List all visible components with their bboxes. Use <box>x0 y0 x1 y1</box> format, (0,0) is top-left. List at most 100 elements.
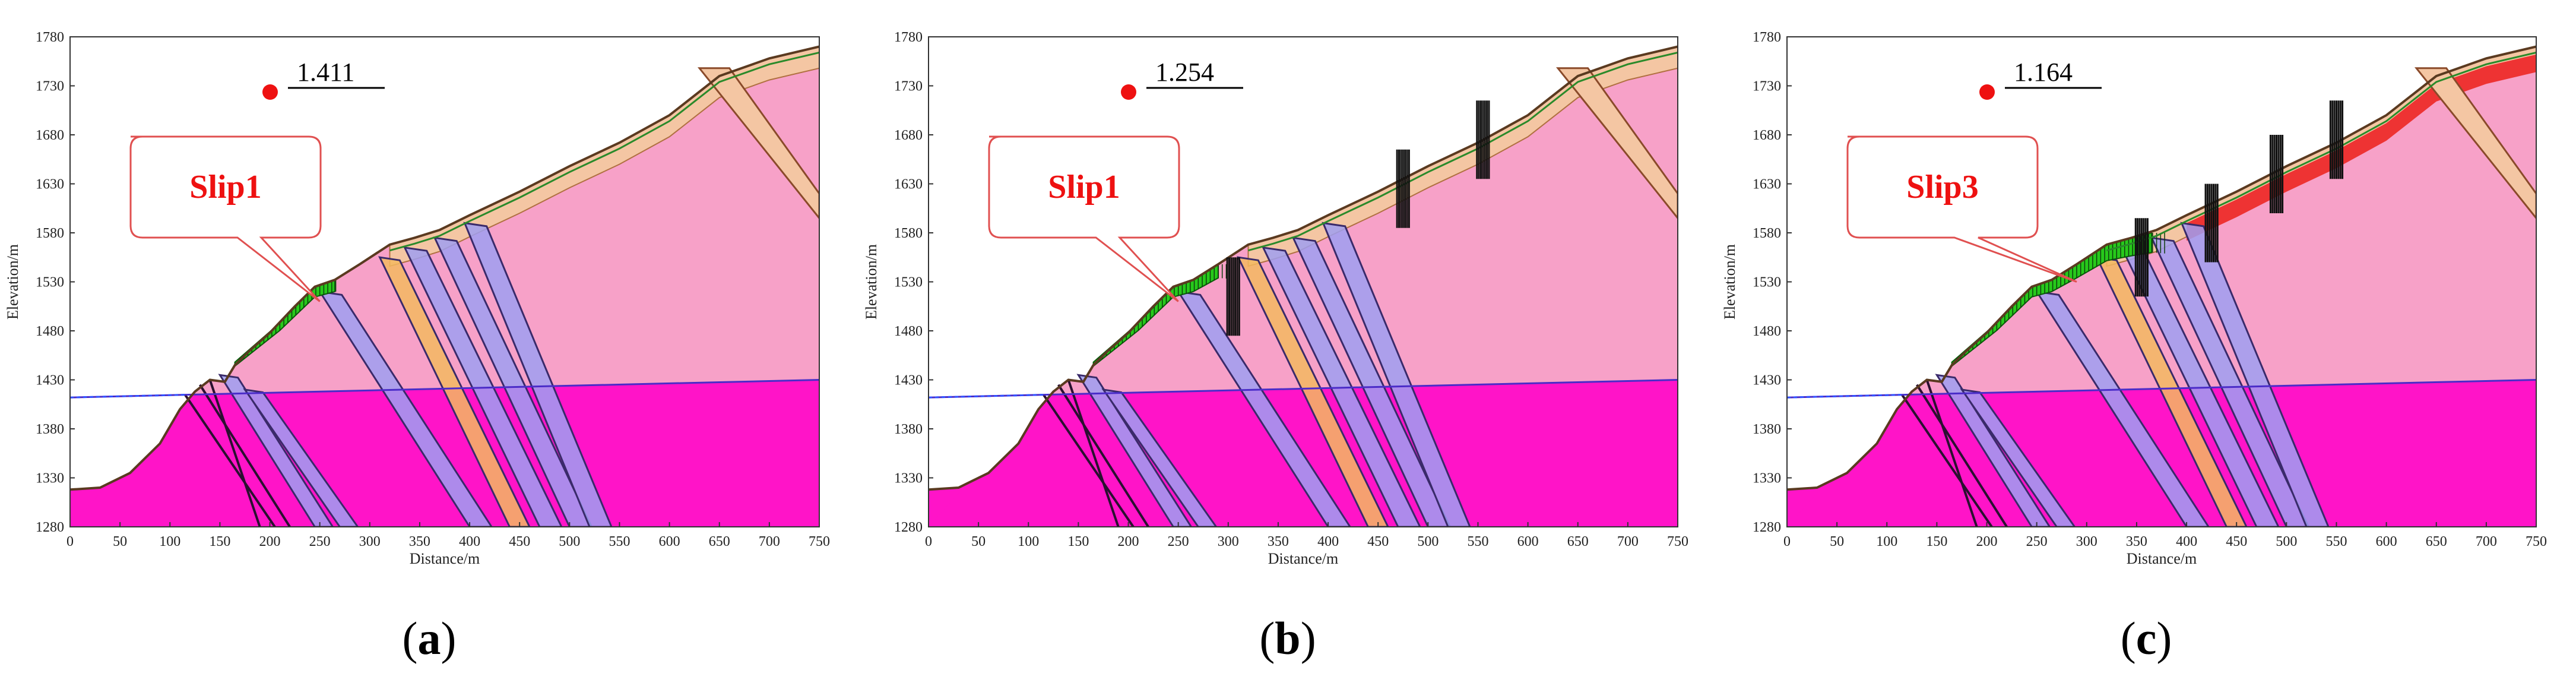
caption-a: (a) <box>402 612 457 664</box>
y-tick-label: 1430 <box>894 373 923 388</box>
fault-band-1 <box>1935 374 2051 527</box>
y-tick-label: 1530 <box>1753 275 1781 290</box>
interface-line <box>929 379 1678 399</box>
panel-b: 0 50 100 150 200 250 300 350 400 450 500 550 600 650 7… <box>858 0 1717 689</box>
slip-callout <box>129 135 322 302</box>
factor-dot <box>1979 84 1995 100</box>
factor-of-safety: 1.164 <box>2014 58 2073 87</box>
water-level-line <box>1787 394 1905 399</box>
panel-c: 0 50 100 150 200 250 300 350 400 450 500 550 600 650 7… <box>1717 0 2575 689</box>
y-tick-label: 1280 <box>1753 520 1781 535</box>
y-tick-label: 1580 <box>1753 226 1781 241</box>
caption-c: (c) <box>2120 612 2172 664</box>
fault-trace-3 <box>1925 379 1978 527</box>
x-axis-title: Distance/m <box>1268 550 1338 567</box>
x-tick-label: 300 <box>1218 534 1239 549</box>
x-tick-label: 650 <box>1567 534 1589 549</box>
x-tick-label: 750 <box>809 534 830 549</box>
fault-band-4 <box>378 256 531 527</box>
ground-surface <box>70 45 819 491</box>
x-tick-label: 50 <box>1830 534 1844 549</box>
y-tick-label: 1330 <box>1753 471 1781 486</box>
caption-letter-a: a <box>417 612 441 664</box>
factor-dot <box>262 84 278 100</box>
y-tick-label: 1430 <box>36 373 64 388</box>
x-tick-label: 600 <box>1517 534 1539 549</box>
slip-label: Slip1 <box>1048 169 1120 206</box>
y-axis-title: Elevation/m <box>1721 244 1738 320</box>
x-tick-label: 550 <box>2325 534 2347 549</box>
factor-of-safety: 1.411 <box>297 58 354 87</box>
x-tick-label: 400 <box>2176 534 2197 549</box>
x-tick-label: 500 <box>2276 534 2297 549</box>
x-tick-label: 300 <box>359 534 381 549</box>
fault-band-7 <box>2180 222 2330 527</box>
fault-band-6 <box>1291 236 1452 527</box>
y-tick-label: 1480 <box>36 324 64 339</box>
factor-dot <box>1121 84 1136 100</box>
x-tick-label: 450 <box>509 534 530 549</box>
slip-callout <box>1846 135 2077 283</box>
x-tick-label: 450 <box>1367 534 1389 549</box>
y-tick-label: 1580 <box>36 226 64 241</box>
x-tick-label: 700 <box>1617 534 1639 549</box>
y-tick-label: 1530 <box>894 275 923 290</box>
y-tick-label: 1680 <box>1753 128 1781 143</box>
y-tick-label: 1780 <box>894 30 923 45</box>
x-tick-label: 450 <box>2226 534 2247 549</box>
x-tick-label: 250 <box>1168 534 1189 549</box>
y-tick-label: 1280 <box>894 520 923 535</box>
x-tick-label: 750 <box>2526 534 2547 549</box>
y-tick-label: 1280 <box>36 520 64 535</box>
fault-trace-2 <box>1057 384 1149 527</box>
y-tick-label: 1680 <box>36 128 64 143</box>
x-tick-label: 400 <box>1317 534 1339 549</box>
y-tick-label: 1380 <box>36 422 64 437</box>
y-tick-label: 1730 <box>36 79 64 94</box>
y-tick-label: 1330 <box>36 471 64 486</box>
x-tick-label: 750 <box>1667 534 1688 549</box>
x-tick-label: 500 <box>559 534 580 549</box>
water-level-line <box>70 394 188 399</box>
fault-band-2 <box>1101 388 1218 527</box>
x-tick-label: 0 <box>925 534 932 549</box>
x-tick-label: 300 <box>2076 534 2097 549</box>
x-tick-label: 550 <box>1467 534 1488 549</box>
y-tick-label: 1480 <box>894 324 923 339</box>
x-tick-label: 200 <box>1976 534 1998 549</box>
x-tick-label: 0 <box>1783 534 1791 549</box>
x-tick-label: 50 <box>113 534 127 549</box>
x-axis-title: Distance/m <box>2127 550 2197 567</box>
fault-trace-1 <box>1900 394 1993 527</box>
y-tick-label: 1780 <box>1753 30 1781 45</box>
caption-letter-c: c <box>2135 612 2157 664</box>
factor-of-safety: 1.254 <box>1155 58 1214 87</box>
x-tick-label: 600 <box>2376 534 2397 549</box>
fault-trace-2 <box>1916 384 2008 527</box>
x-tick-label: 100 <box>1018 534 1039 549</box>
y-tick-label: 1380 <box>1753 422 1781 437</box>
ground-surface <box>929 45 1678 491</box>
fault-band-1 <box>1076 374 1193 527</box>
fault-trace-2 <box>199 384 291 527</box>
x-tick-label: 500 <box>1417 534 1438 549</box>
fault-band-4 <box>1237 256 1389 527</box>
fault-trace-1 <box>183 394 276 527</box>
x-tick-label: 100 <box>1876 534 1897 549</box>
slope-diagram-c: 0 50 100 150 200 250 300 350 400 450 500 550 600 650 7… <box>1721 30 2547 567</box>
fault-band-6 <box>433 236 593 527</box>
fault-band-2 <box>243 388 359 527</box>
water-level-line <box>929 394 1047 399</box>
x-tick-label: 650 <box>2426 534 2447 549</box>
y-tick-label: 1530 <box>36 275 64 290</box>
x-tick-label: 400 <box>459 534 480 549</box>
x-axis-title: Distance/m <box>410 550 480 567</box>
y-tick-label: 1330 <box>894 471 923 486</box>
y-tick-label: 1630 <box>36 177 64 192</box>
surface-vegetation-line <box>389 51 819 252</box>
panel-a: 0 50 100 150 200 250 300 350 400 450 500 550 600 650 7… <box>0 0 858 689</box>
fault-band-3 <box>2035 290 2210 527</box>
interface-line <box>70 379 819 399</box>
slope-diagram-a: 0 50 100 150 200 250 300 350 400 450 500 550 600 650 7… <box>4 30 830 567</box>
caption-letter-b: b <box>1275 612 1301 664</box>
